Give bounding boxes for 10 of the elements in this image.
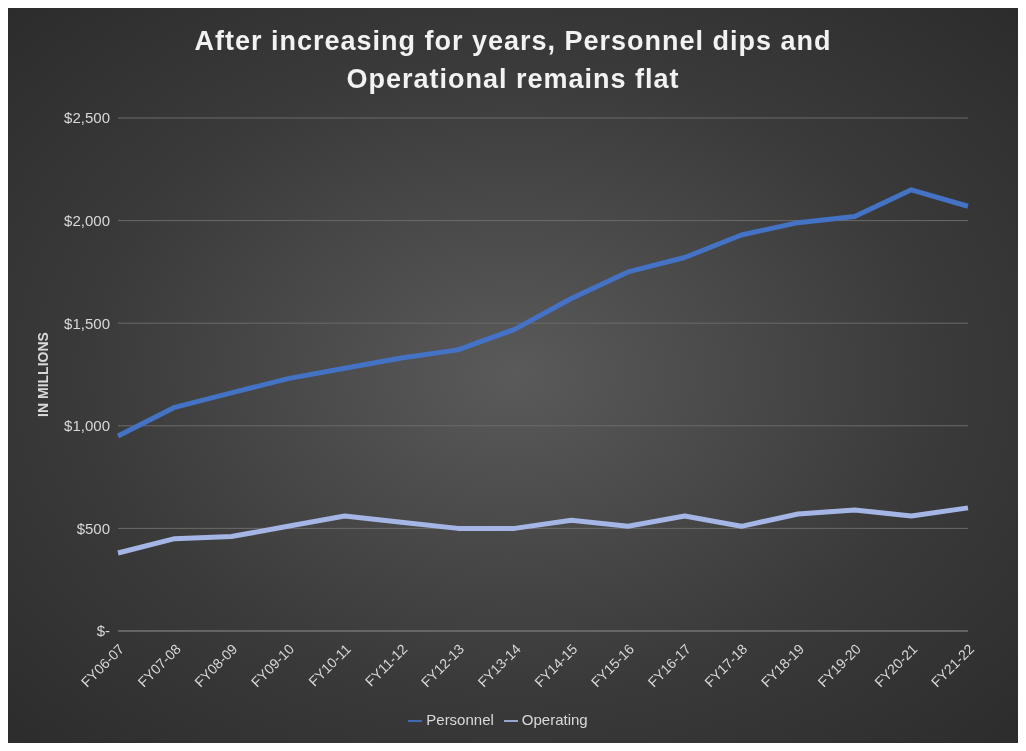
y-axis-title: IN MILLIONS <box>34 332 51 417</box>
legend-label: Operating <box>521 710 588 728</box>
y-tick-label: $2,500 <box>64 109 110 127</box>
y-tick-label: $500 <box>76 519 110 537</box>
y-tick-label: $- <box>96 622 110 640</box>
y-tick-label: $2,000 <box>64 211 110 229</box>
chart-title: After increasing for years, Personnel dips and Operational remains flat <box>193 25 833 96</box>
y-tick-label: $1,000 <box>64 417 110 435</box>
legend-label: Personnel <box>426 710 494 728</box>
y-tick-label: $1,500 <box>64 314 110 332</box>
